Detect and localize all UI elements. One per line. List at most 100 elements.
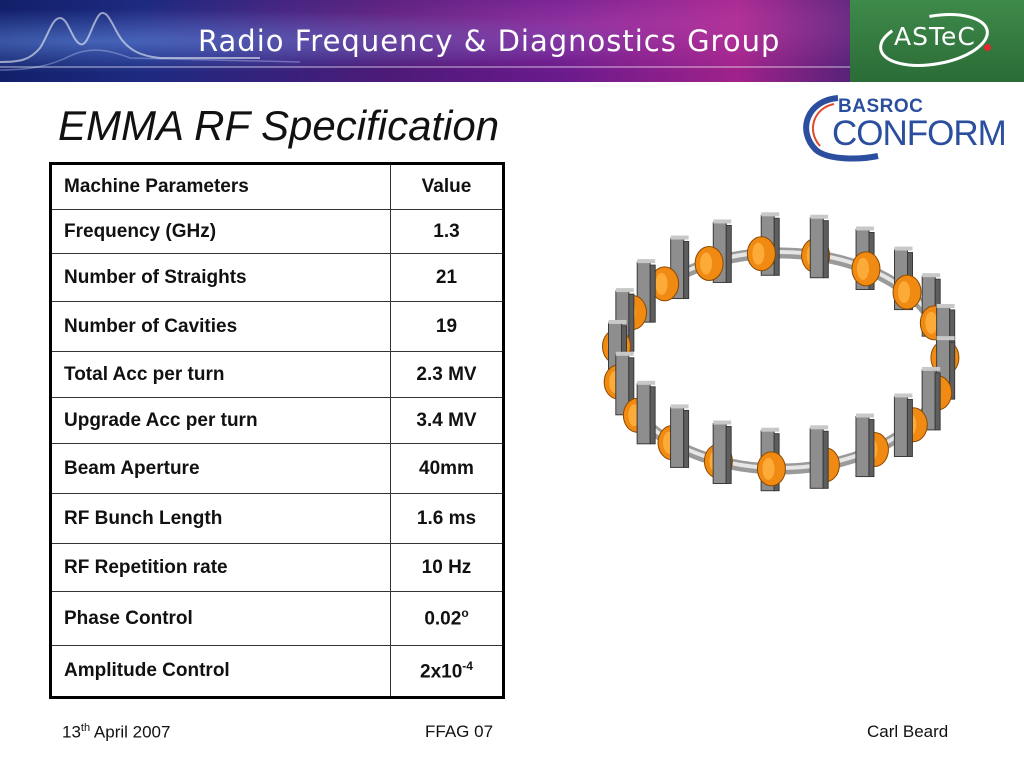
- footer-date-suffix: th: [80, 722, 91, 734]
- parameter-value-cell: 3.4 MV: [390, 397, 504, 444]
- parameter-name-cell: Frequency (GHz): [50, 209, 391, 254]
- rf-cavity: [851, 251, 881, 287]
- magnet-side: [725, 426, 732, 485]
- rf-cavity: [694, 245, 724, 281]
- parameter-value-cell: 10 Hz: [390, 543, 504, 592]
- header-banner: Radio Frequency & Diagnostics Group ASTe…: [0, 0, 1024, 82]
- rf-cavity-highlight: [762, 457, 775, 480]
- table-row: Upgrade Acc per turn 3.4 MV: [50, 397, 504, 444]
- table-row: Number of Cavities 19: [50, 301, 504, 352]
- rf-cavity-highlight: [700, 252, 713, 275]
- magnet-block: [809, 214, 829, 279]
- magnet-top: [936, 336, 955, 341]
- parameter-value-text: 0.02: [424, 608, 462, 630]
- magnet-top: [761, 212, 780, 217]
- magnet-front: [809, 427, 824, 489]
- astec-logo-text: ASTeC: [894, 22, 976, 51]
- astec-logo-dot: [984, 44, 991, 51]
- astec-swoosh-icon: [879, 13, 989, 67]
- parameter-name-cell: Number of Cavities: [50, 301, 391, 352]
- basroc-swoosh-icon: [803, 95, 879, 162]
- header-cell-parameters: Machine Parameters: [50, 163, 391, 210]
- rf-cavity-highlight: [898, 281, 911, 304]
- banner-glow: [0, 0, 850, 82]
- parameter-value-text: 21: [435, 266, 458, 288]
- rf-cavity-highlight: [925, 311, 938, 334]
- parameter-value-text: 40mm: [419, 457, 474, 479]
- rf-spec-table-body: Machine Parameters Value Frequency (GHz)…: [50, 163, 504, 698]
- table-row: RF Repetition rate 10 Hz: [50, 543, 504, 592]
- table-row: Frequency (GHz) 1.3: [50, 209, 504, 254]
- emma-ring-illustration: [601, 212, 960, 492]
- astec-logo: ASTeC: [850, 0, 1024, 82]
- magnet-block: [809, 425, 829, 489]
- rf-cavity: [746, 236, 776, 272]
- parameter-value-text: 2.3 MV: [416, 363, 477, 385]
- table-row: Total Acc per turn 2.3 MV: [50, 351, 504, 398]
- parameter-name-cell: Beam Aperture: [50, 443, 391, 494]
- parameter-value-text: 1.6 ms: [416, 507, 477, 529]
- magnet-block: [712, 420, 732, 485]
- table-header-row: Machine Parameters Value: [50, 163, 504, 210]
- parameter-value-superscript: o: [461, 606, 469, 621]
- parameter-value-superscript: -4: [462, 658, 473, 673]
- magnet-side: [822, 220, 829, 279]
- magnet-top: [855, 413, 874, 418]
- magnet-top: [637, 259, 656, 264]
- footer-event: FFAG 07: [425, 722, 494, 741]
- magnet-top: [810, 425, 829, 430]
- parameter-name-cell: Total Acc per turn: [50, 351, 391, 398]
- parameter-value-cell: 0.02o: [390, 591, 504, 646]
- rf-cavity: [756, 451, 786, 487]
- table-row: Amplitude Control 2x10-4: [50, 645, 504, 698]
- magnet-top: [894, 246, 913, 251]
- magnet-side: [906, 398, 913, 457]
- parameter-name-cell: Amplitude Control: [50, 645, 391, 698]
- magnet-front: [670, 406, 685, 468]
- magnet-front: [855, 416, 870, 478]
- footer-author: Carl Beard: [867, 722, 949, 741]
- parameter-value-cell: 2x10-4: [390, 645, 504, 698]
- slide-title: EMMA RF Specification: [58, 102, 500, 149]
- magnet-side: [649, 264, 656, 323]
- rf-cavity-highlight: [752, 242, 765, 265]
- parameter-value-text: 3.4 MV: [416, 409, 477, 431]
- rf-cavity: [892, 274, 922, 310]
- parameter-value-cell: 40mm: [390, 443, 504, 494]
- rf-spec-table: Machine Parameters Value Frequency (GHz)…: [49, 162, 505, 699]
- magnet-top: [922, 366, 941, 371]
- magnet-front: [636, 383, 651, 445]
- magnet-side: [949, 341, 956, 400]
- magnet-block: [670, 404, 690, 468]
- magnet-side: [628, 293, 635, 352]
- header-cell-value: Value: [390, 163, 504, 210]
- parameter-value-text: 1.3: [433, 220, 460, 242]
- table-row: RF Bunch Length 1.6 ms: [50, 493, 504, 544]
- parameter-name-cell: RF Repetition rate: [50, 543, 391, 592]
- parameter-value-cell: 21: [390, 253, 504, 302]
- magnet-side: [683, 241, 690, 300]
- table-row: Number of Straights 21: [50, 253, 504, 302]
- waveform-graphic: [0, 11, 301, 71]
- table-row: Phase Control 0.02o: [50, 591, 504, 646]
- magnet-side: [822, 430, 829, 489]
- magnet-block: [921, 366, 941, 431]
- magnet-top: [670, 404, 689, 409]
- magnet-side: [868, 419, 875, 478]
- magnet-top: [894, 393, 913, 398]
- magnet-top: [637, 380, 656, 385]
- magnet-top: [615, 351, 634, 356]
- footer-date-day: 13: [62, 722, 81, 742]
- magnet-front: [893, 395, 908, 457]
- magnet-top: [670, 235, 689, 240]
- parameter-name-cell: Upgrade Acc per turn: [50, 397, 391, 444]
- parameter-value-text: 19: [435, 315, 458, 337]
- magnet-side: [683, 409, 690, 468]
- magnet-side: [649, 386, 656, 445]
- rf-cavity-highlight: [856, 257, 869, 280]
- rf-cavity-highlight: [655, 272, 668, 295]
- magnet-block: [615, 351, 635, 416]
- magnet-top: [608, 319, 627, 324]
- footer-date-rest: April 2007: [90, 722, 171, 742]
- parameter-value-cell: 2.3 MV: [390, 351, 504, 398]
